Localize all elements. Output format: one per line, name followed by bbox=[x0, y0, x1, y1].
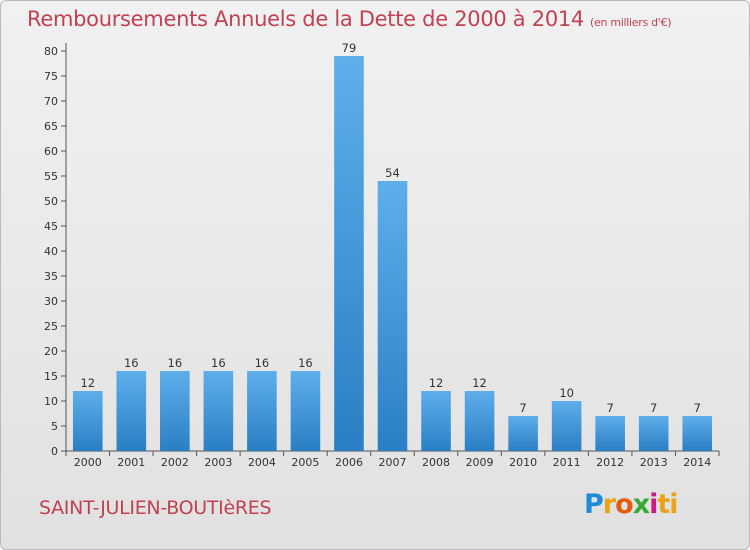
y-tick-label: 80 bbox=[44, 45, 58, 58]
x-tick-label-2012: 2012 bbox=[596, 456, 624, 469]
y-tick-label: 0 bbox=[51, 445, 58, 458]
y-tick-label: 60 bbox=[44, 145, 58, 158]
logo-letter: x bbox=[632, 489, 650, 520]
proxiti-logo[interactable]: Proxiti bbox=[584, 489, 679, 520]
bar-2009[interactable] bbox=[464, 391, 495, 451]
value-label-2013: 7 bbox=[650, 401, 657, 415]
bar-2005[interactable] bbox=[290, 371, 321, 451]
x-tick-label-2009: 2009 bbox=[466, 456, 494, 469]
y-tick-label: 25 bbox=[44, 320, 58, 333]
x-tick-label-2011: 2011 bbox=[553, 456, 581, 469]
value-label-2014: 7 bbox=[694, 401, 701, 415]
logo-letter: P bbox=[584, 489, 604, 520]
bar-2002[interactable] bbox=[160, 371, 190, 451]
labels: 2000 12 2001 16 2002 16 2003 16 2004 16 2005 16 2006… bbox=[74, 41, 711, 469]
bar-2011[interactable] bbox=[551, 401, 582, 451]
bar-2012[interactable] bbox=[595, 416, 625, 451]
x-tick-label-2007: 2007 bbox=[379, 456, 407, 469]
bar-2003[interactable] bbox=[203, 371, 234, 451]
bar-2007[interactable] bbox=[377, 181, 408, 451]
y-tick-label: 15 bbox=[44, 370, 58, 383]
x-tick-label-2004: 2004 bbox=[248, 456, 276, 469]
x-tick-label-2006: 2006 bbox=[335, 456, 363, 469]
value-label-2000: 12 bbox=[80, 376, 95, 390]
bars bbox=[72, 56, 713, 451]
x-tick-label-2001: 2001 bbox=[117, 456, 145, 469]
y-tick-label: 30 bbox=[44, 295, 58, 308]
bar-2010[interactable] bbox=[508, 416, 538, 451]
axes: 0 5 10 15 20 25 30 35 40 45 50 55 60 65 70 75 80 bbox=[44, 43, 720, 458]
value-label-2003: 16 bbox=[211, 356, 226, 370]
y-tick-label: 35 bbox=[44, 270, 58, 283]
value-label-2005: 16 bbox=[298, 356, 313, 370]
chart-title: Remboursements Annuels de la Dette de 20… bbox=[27, 7, 671, 31]
chart-title-text: Remboursements Annuels de la Dette de 20… bbox=[27, 7, 584, 31]
x-tick-label-2003: 2003 bbox=[204, 456, 232, 469]
value-label-2002: 16 bbox=[168, 356, 183, 370]
x-tick-label-2000: 2000 bbox=[74, 456, 102, 469]
logo-letter: o bbox=[615, 489, 634, 520]
x-tick-label-2002: 2002 bbox=[161, 456, 189, 469]
y-tick-label: 40 bbox=[44, 245, 58, 258]
bar-2006[interactable] bbox=[334, 56, 364, 451]
bar-2008[interactable] bbox=[421, 391, 451, 451]
y-tick-label: 50 bbox=[44, 195, 58, 208]
logo-letter: i bbox=[649, 489, 658, 520]
y-tick-label: 65 bbox=[44, 120, 58, 133]
bar-2000[interactable] bbox=[72, 391, 103, 451]
value-label-2007: 54 bbox=[385, 166, 400, 180]
x-tick-label-2008: 2008 bbox=[422, 456, 450, 469]
y-tick-label: 20 bbox=[44, 345, 58, 358]
value-label-2004: 16 bbox=[255, 356, 270, 370]
value-label-2010: 7 bbox=[519, 401, 526, 415]
y-tick-label: 75 bbox=[44, 70, 58, 83]
commune-name: SAINT-JULIEN-BOUTIèRES bbox=[39, 497, 272, 519]
y-tick-label: 45 bbox=[44, 220, 58, 233]
value-label-2012: 7 bbox=[607, 401, 614, 415]
bar-2014[interactable] bbox=[682, 416, 713, 451]
x-tick-label-2014: 2014 bbox=[683, 456, 711, 469]
value-label-2008: 12 bbox=[429, 376, 444, 390]
y-tick-label: 55 bbox=[44, 170, 58, 183]
value-label-2011: 10 bbox=[559, 386, 574, 400]
logo-letter: ti bbox=[657, 489, 678, 520]
y-tick-label: 70 bbox=[44, 95, 58, 108]
bar-2004[interactable] bbox=[247, 371, 277, 451]
value-label-2009: 12 bbox=[472, 376, 487, 390]
y-tick-label: 10 bbox=[44, 395, 58, 408]
logo-letter: r bbox=[602, 489, 616, 520]
chart-subtitle: (en milliers d'€) bbox=[590, 16, 672, 29]
x-tick-label-2013: 2013 bbox=[640, 456, 668, 469]
x-tick-label-2005: 2005 bbox=[291, 456, 319, 469]
bar-2001[interactable] bbox=[116, 371, 147, 451]
y-tick-label: 5 bbox=[51, 420, 58, 433]
bar-2013[interactable] bbox=[638, 416, 669, 451]
value-label-2006: 79 bbox=[342, 41, 357, 55]
x-tick-label-2010: 2010 bbox=[509, 456, 537, 469]
value-label-2001: 16 bbox=[124, 356, 139, 370]
